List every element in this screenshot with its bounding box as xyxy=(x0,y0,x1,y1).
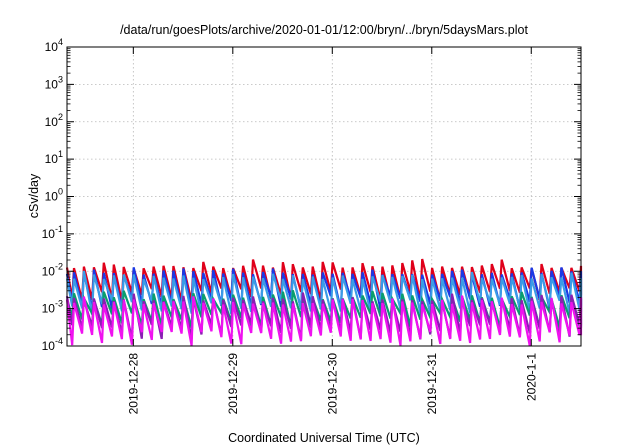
x-tick-label: 2019-12-29 xyxy=(226,353,240,415)
x-tick-label: 2019-12-28 xyxy=(126,353,140,415)
x-axis-label: Coordinated Universal Time (UTC) xyxy=(228,431,420,445)
y-tick-label: 103 xyxy=(45,74,63,91)
ticks: 104 103 102 101 100 10-1 10-2 10-3 10-4 2019-12-2… xyxy=(42,37,581,414)
y-tick-label: 10-2 xyxy=(42,261,63,278)
x-tick-label: 2019-12-30 xyxy=(325,353,339,415)
y-tick-label: 10-1 xyxy=(42,224,63,241)
series-layer xyxy=(65,258,583,347)
series-line-3 xyxy=(65,270,583,315)
x-tick-label: 2020-1-1 xyxy=(524,353,538,401)
y-tick-label: 10-4 xyxy=(42,336,63,353)
y-tick-label: 102 xyxy=(45,112,63,129)
y-tick-label: 101 xyxy=(45,149,63,166)
x-tick-label: 2019-12-31 xyxy=(425,353,439,415)
y-tick-label: 104 xyxy=(45,37,63,54)
chart-title: /data/run/goesPlots/archive/2020-01-01/1… xyxy=(120,23,528,37)
y-axis-label: cSv/day xyxy=(27,173,41,218)
y-tick-label: 100 xyxy=(45,187,63,204)
y-tick-label: 10-3 xyxy=(42,299,63,316)
series-line-6 xyxy=(65,295,583,347)
